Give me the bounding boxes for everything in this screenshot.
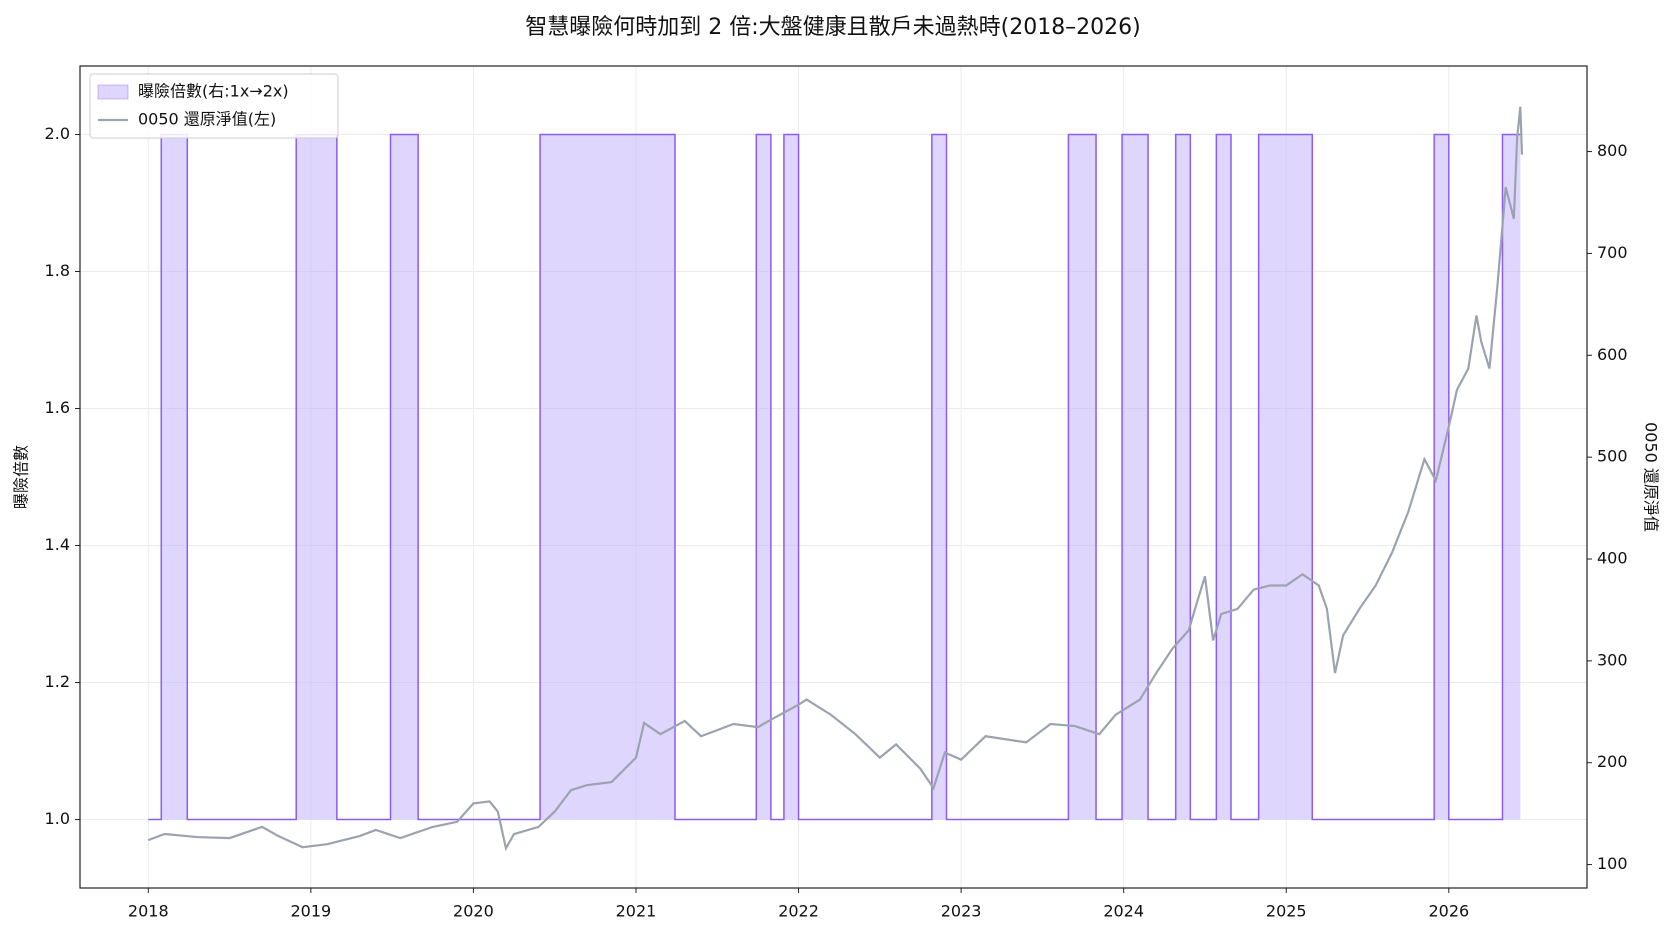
chart-title: 智慧曝險何時加到 2 倍:大盤健康且散戶未過熱時(2018–2026) (525, 15, 1141, 40)
legend-swatch (97, 84, 129, 100)
y-tick-label: 1.8 (45, 261, 70, 280)
y-tick-label: 1.0 (45, 809, 70, 828)
x-tick-label: 2025 (1266, 902, 1307, 921)
y2-tick-label: 400 (1597, 548, 1628, 567)
x-tick-label: 2024 (1103, 902, 1144, 921)
plot-frame (79, 65, 1588, 889)
legend-label: 0050 還原淨值(左) (138, 110, 276, 129)
x-tick-label: 2021 (616, 902, 657, 921)
x-tick-label: 2026 (1428, 902, 1469, 921)
x-tick-label: 2020 (453, 902, 494, 921)
y2-tick-label: 800 (1597, 141, 1628, 160)
y2-tick-label: 100 (1597, 854, 1628, 873)
y-axis-label: 曝險倍數 (12, 445, 31, 509)
legend-box (89, 73, 339, 139)
x-tick-label: 2023 (941, 902, 982, 921)
area (148, 134, 1521, 820)
y2-axis-label: 0050 還原淨值 (1642, 422, 1661, 532)
line (147, 106, 1524, 852)
y-tick-label: 2.0 (45, 124, 70, 143)
y2-tick-label: 500 (1597, 447, 1628, 466)
step-line (148, 133, 1521, 821)
y-tick-label: 1.6 (45, 398, 70, 417)
y-tick-label: 1.2 (45, 672, 70, 691)
x-tick-label: 2018 (128, 902, 169, 921)
y2-tick-label: 700 (1597, 243, 1628, 262)
y2-tick-label: 200 (1597, 752, 1628, 771)
y2-tick-label: 300 (1597, 650, 1628, 669)
x-tick-label: 2022 (778, 902, 819, 921)
y-tick-label: 1.4 (45, 535, 70, 554)
legend-label: 曝險倍數(右:1x→2x) (138, 82, 289, 101)
y2-tick-label: 600 (1597, 345, 1628, 364)
x-tick-label: 2019 (290, 902, 331, 921)
